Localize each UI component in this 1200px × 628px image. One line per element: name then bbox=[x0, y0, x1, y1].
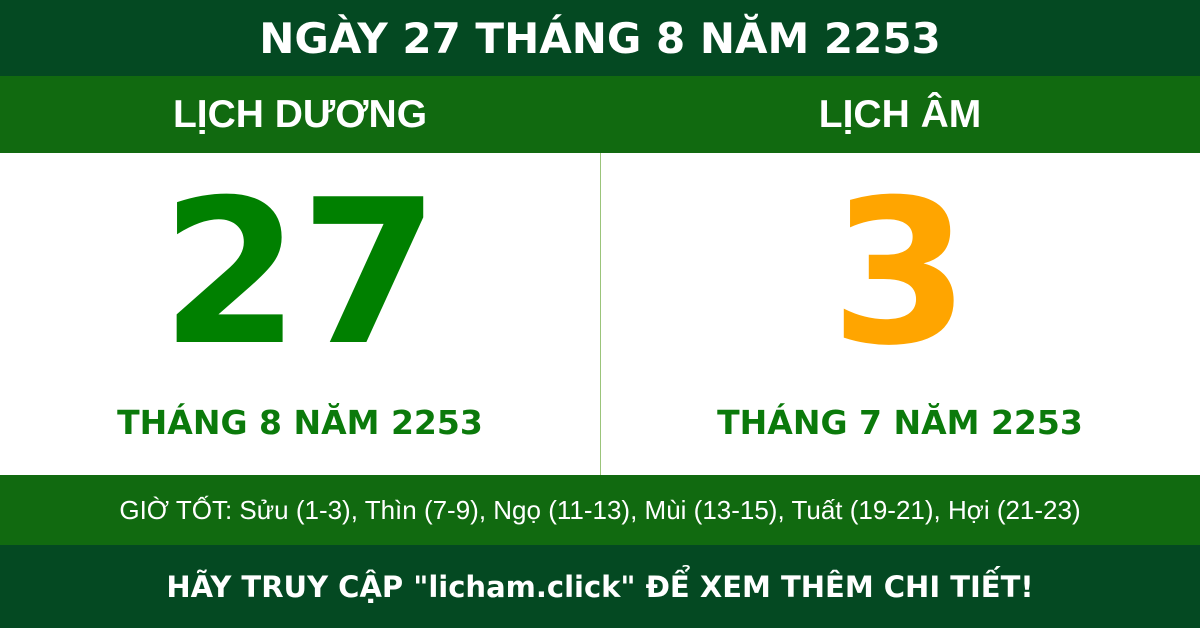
lunar-month-year: THÁNG 7 NĂM 2253 bbox=[717, 403, 1083, 442]
header-band: LỊCH DƯƠNG LỊCH ÂM bbox=[0, 76, 1200, 153]
lunar-label: LỊCH ÂM bbox=[818, 92, 982, 136]
solar-label: LỊCH DƯƠNG bbox=[172, 92, 428, 136]
solar-day: 27 bbox=[160, 157, 440, 390]
page-title: NGÀY 27 THÁNG 8 NĂM 2253 bbox=[0, 0, 1200, 76]
solar-panel: 27 THÁNG 8 NĂM 2253 bbox=[0, 153, 600, 475]
lunar-day: 3 bbox=[830, 157, 970, 390]
footer-cta: HÃY TRUY CẬP "licham.click" ĐỂ XEM THÊM … bbox=[0, 545, 1200, 628]
lunar-panel: 3 THÁNG 7 NĂM 2253 bbox=[600, 153, 1200, 475]
good-hours: GIỜ TỐT: Sửu (1-3), Thìn (7-9), Ngọ (11-… bbox=[0, 475, 1200, 545]
divider bbox=[600, 153, 601, 475]
solar-month-year: THÁNG 8 NĂM 2253 bbox=[117, 403, 483, 442]
